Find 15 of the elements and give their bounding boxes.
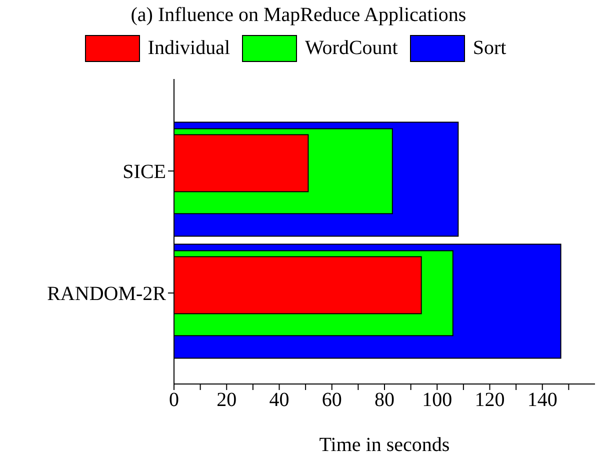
x-axis-title: Time in seconds (319, 434, 450, 456)
y-tick-label: SICE (122, 161, 166, 184)
legend-label: WordCount (305, 37, 398, 60)
x-tick-label: 60 (322, 389, 342, 412)
x-tick-label: 140 (527, 389, 558, 412)
x-tick-label: 80 (374, 389, 394, 412)
x-tick-label: 40 (269, 389, 290, 412)
x-tick-label: 120 (474, 389, 505, 412)
x-tick-label: 0 (169, 389, 179, 412)
legend-label: Individual (148, 37, 230, 60)
chart-title: (a) Influence on MapReduce Applications (130, 4, 468, 27)
x-tick-label: 100 (422, 389, 452, 412)
y-tick-label: RANDOM-2R (47, 283, 167, 306)
x-tick-label: 20 (216, 389, 237, 412)
legend-label: Sort (472, 37, 506, 60)
